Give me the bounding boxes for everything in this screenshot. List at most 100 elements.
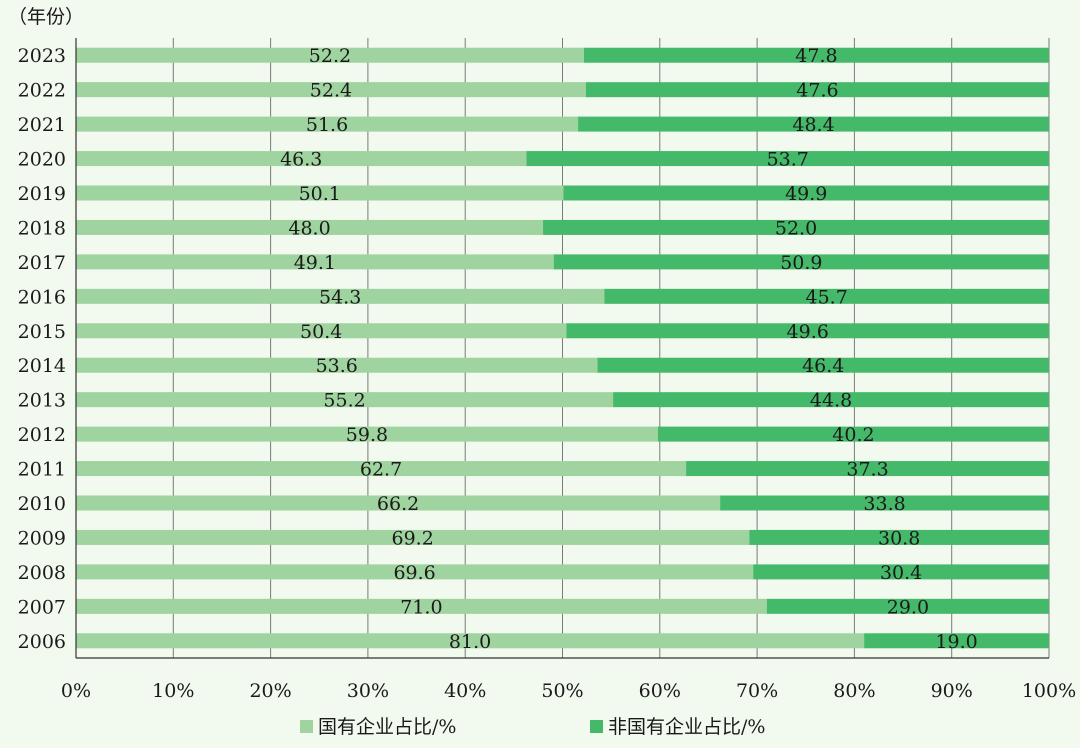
data-label-state-owned: 69.6: [393, 562, 435, 584]
bar-non-state-owned: [566, 323, 1049, 339]
bar-non-state-owned: [720, 495, 1049, 511]
data-label-state-owned: 50.1: [299, 183, 341, 205]
category-label: 2007: [18, 596, 66, 618]
y-axis-unit-label: （年份）: [8, 6, 84, 28]
data-label-non-state-owned: 40.2: [832, 424, 874, 446]
data-label-state-owned: 66.2: [377, 493, 419, 515]
category-label: 2012: [18, 424, 66, 446]
x-tick-label: 40%: [444, 680, 486, 702]
data-label-non-state-owned: 44.8: [810, 390, 852, 412]
bar-non-state-owned: [657, 426, 1049, 442]
x-tick-label: 20%: [249, 680, 291, 702]
data-label-state-owned: 51.6: [306, 114, 348, 136]
bar-state-owned: [76, 151, 527, 167]
data-label-non-state-owned: 30.8: [878, 527, 920, 549]
bar-state-owned: [76, 357, 598, 373]
data-label-state-owned: 52.4: [310, 80, 352, 102]
data-label-non-state-owned: 47.8: [795, 45, 837, 67]
x-tick-label: 0%: [61, 680, 91, 702]
bar-non-state-owned: [553, 254, 1049, 270]
data-label-non-state-owned: 47.6: [796, 80, 838, 102]
category-label: 2023: [18, 45, 66, 67]
bar-non-state-owned: [526, 151, 1049, 167]
bars: [76, 47, 1049, 649]
category-labels: 2023 2022 2021 2020 2019 2018 2017 2016 2015 2014…: [18, 45, 66, 653]
data-label-non-state-owned: 37.3: [846, 459, 888, 481]
bar-non-state-owned: [686, 461, 1049, 477]
x-tick-label: 60%: [639, 680, 681, 702]
bar-state-owned: [76, 392, 614, 408]
category-label: 2015: [18, 321, 66, 343]
category-label: 2016: [18, 286, 66, 308]
gridlines: [172, 38, 1050, 658]
data-label-non-state-owned: 50.9: [780, 252, 822, 274]
category-label: 2011: [18, 459, 66, 481]
data-label-state-owned: 48.0: [288, 217, 330, 239]
data-label-state-owned: 49.1: [294, 252, 336, 274]
x-tick-label: 50%: [541, 680, 583, 702]
x-tick-label: 70%: [736, 680, 778, 702]
bar-state-owned: [76, 633, 865, 649]
legend-label-non-state-owned: 非国有企业占比/%: [608, 716, 765, 738]
data-label-state-owned: 55.2: [323, 390, 365, 412]
data-label-non-state-owned: 19.0: [935, 631, 977, 653]
data-label-non-state-owned: 49.6: [787, 321, 829, 343]
bar-non-state-owned: [864, 633, 1049, 649]
x-tick-label: 80%: [833, 680, 875, 702]
data-label-state-owned: 46.3: [280, 149, 322, 171]
category-label: 2014: [18, 355, 66, 377]
bar-state-owned: [76, 323, 567, 339]
data-label-non-state-owned: 52.0: [775, 217, 817, 239]
data-label-state-owned: 52.2: [309, 45, 351, 67]
bar-state-owned: [76, 495, 721, 511]
bar-non-state-owned: [597, 357, 1049, 373]
category-label: 2018: [18, 217, 66, 239]
bar-non-state-owned: [578, 116, 1049, 132]
bar-non-state-owned: [749, 529, 1049, 545]
data-label-state-owned: 81.0: [449, 631, 491, 653]
bar-state-owned: [76, 219, 544, 235]
category-label: 2013: [18, 390, 66, 412]
category-label: 2020: [18, 149, 66, 171]
axes: [75, 38, 1049, 659]
bar-state-owned: [76, 254, 554, 270]
data-label-non-state-owned: 33.8: [863, 493, 905, 515]
data-label-state-owned: 71.0: [400, 596, 442, 618]
bar-state-owned: [76, 185, 564, 201]
data-label-state-owned: 53.6: [316, 355, 358, 377]
data-label-state-owned: 54.3: [319, 286, 361, 308]
legend-swatch-non-state-owned: [590, 720, 603, 733]
bar-non-state-owned: [543, 219, 1049, 235]
bar-non-state-owned: [753, 564, 1049, 580]
bar-state-owned: [76, 598, 767, 614]
x-tick-label: 90%: [931, 680, 973, 702]
data-label-non-state-owned: 48.4: [792, 114, 834, 136]
x-tick-label: 30%: [347, 680, 389, 702]
bar-non-state-owned: [613, 392, 1049, 408]
data-label-state-owned: 59.8: [346, 424, 388, 446]
data-label-non-state-owned: 46.4: [802, 355, 844, 377]
category-label: 2022: [18, 80, 66, 102]
x-tick-labels: 0% 10% 20% 30% 40% 50% 60% 70% 80% 90% 100%: [61, 680, 1076, 702]
bar-state-owned: [76, 426, 658, 442]
data-labels: 52.2 47.8 52.4 47.6 51.6 48.4 46.3 53.7 50.1 49.9…: [280, 45, 978, 653]
bar-non-state-owned: [585, 82, 1049, 98]
bar-state-owned: [76, 529, 750, 545]
data-label-non-state-owned: 53.7: [767, 149, 809, 171]
bar-non-state-owned: [563, 185, 1049, 201]
bar-non-state-owned: [766, 598, 1049, 614]
data-label-state-owned: 69.2: [392, 527, 434, 549]
category-label: 2010: [18, 493, 66, 515]
bar-state-owned: [76, 564, 754, 580]
data-label-non-state-owned: 49.9: [785, 183, 827, 205]
bar-state-owned: [76, 288, 605, 304]
bar-state-owned: [76, 116, 579, 132]
bar-non-state-owned: [583, 47, 1049, 63]
data-label-non-state-owned: 45.7: [806, 286, 848, 308]
category-label: 2017: [18, 252, 66, 274]
data-label-non-state-owned: 29.0: [887, 596, 929, 618]
data-label-state-owned: 62.7: [360, 459, 402, 481]
data-label-non-state-owned: 30.4: [880, 562, 922, 584]
category-label: 2021: [18, 114, 66, 136]
